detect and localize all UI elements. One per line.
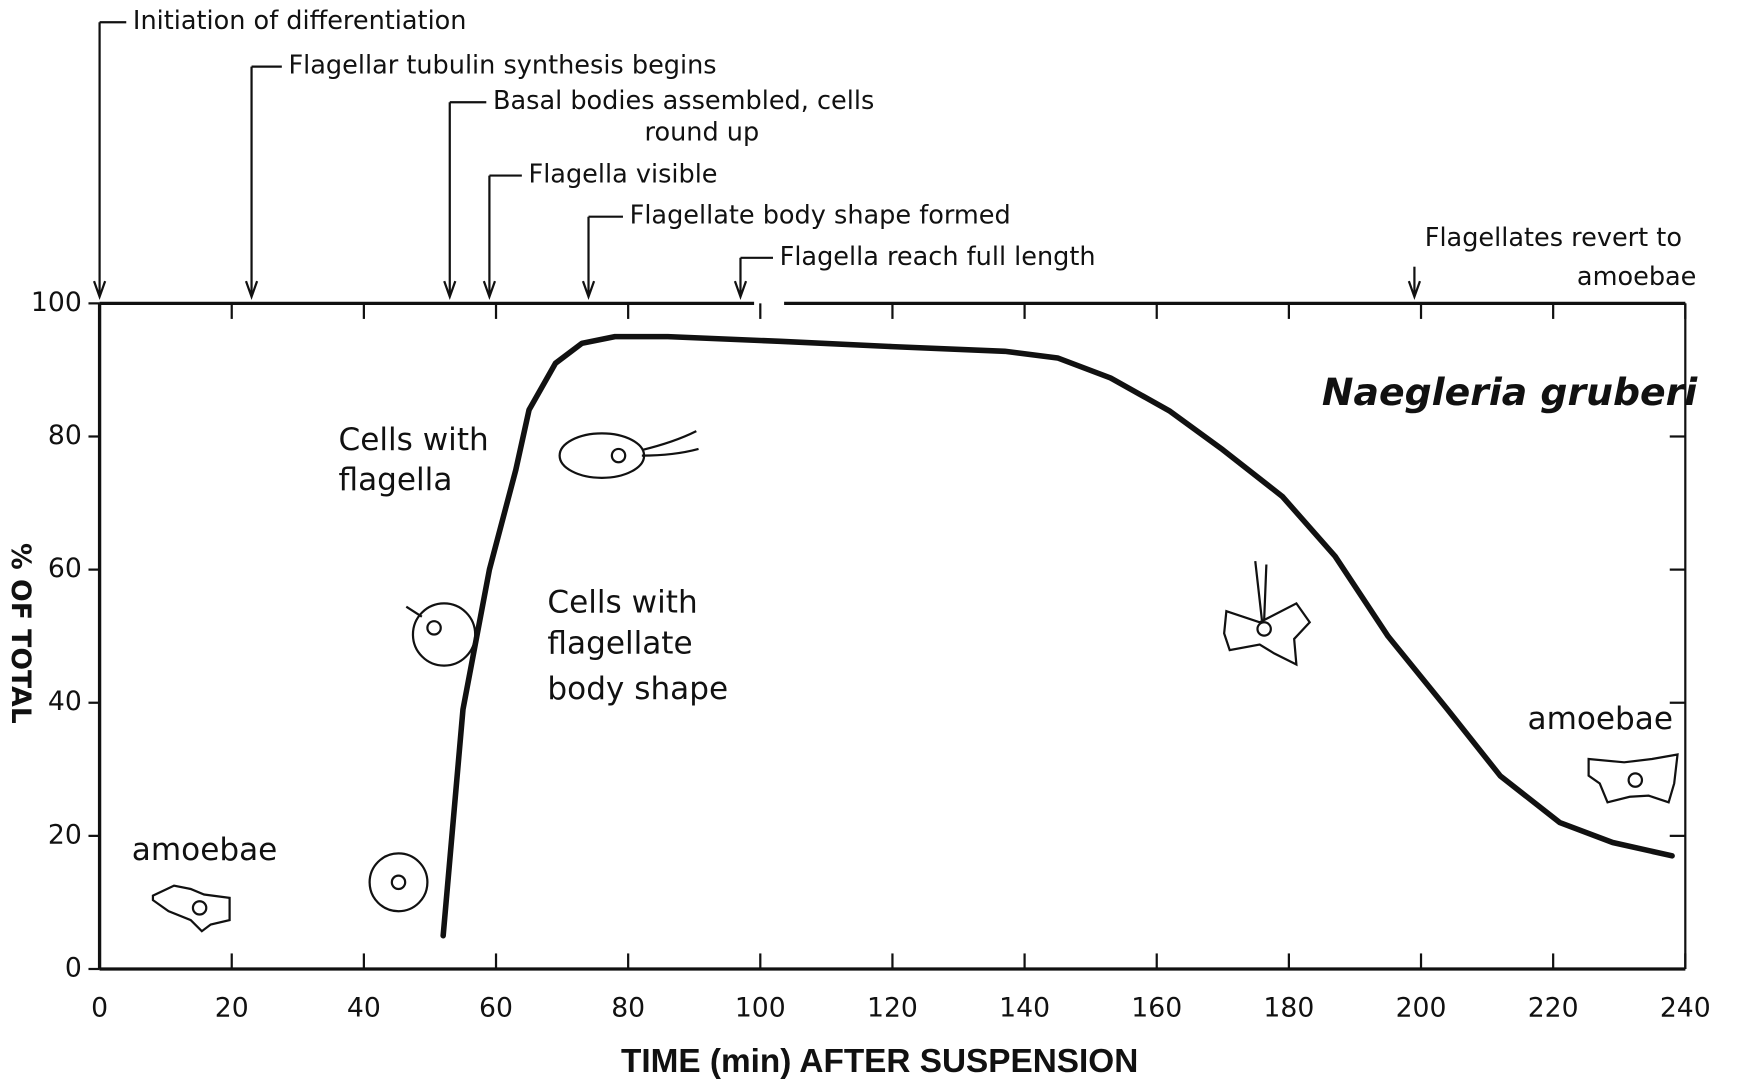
nucleus (392, 876, 405, 889)
region-label: flagellate (547, 626, 692, 662)
x-tick-label: 100 (735, 992, 786, 1023)
flagellum (642, 431, 699, 455)
x-tick-label: 0 (91, 992, 108, 1023)
x-tick-label: 180 (1263, 992, 1314, 1023)
page: {"chart_data": { "type": "line", "xlabel… (0, 0, 1746, 1089)
flagellum (1255, 561, 1266, 620)
x-tick-label: 200 (1396, 992, 1447, 1023)
y-axis-label: % OF TOTAL (5, 543, 36, 724)
x-tick-label: 60 (479, 992, 513, 1023)
annotation-text: Basal bodies assembled, cells (493, 86, 874, 116)
y-tick-label: 0 (65, 952, 82, 983)
annotation-text: Flagella visible (529, 160, 718, 190)
region-label: Cells with (339, 422, 489, 458)
y-tick-label: 60 (48, 553, 82, 584)
x-tick-label: 140 (999, 992, 1050, 1023)
region-label: Cells with (547, 584, 697, 620)
nucleus (427, 621, 440, 634)
cell-sketches (153, 431, 1678, 931)
species-label: Naegleria gruberi (1322, 370, 1698, 414)
x-tick-label: 240 (1660, 992, 1711, 1023)
flagellum (406, 607, 422, 617)
region-label: body shape (547, 671, 728, 707)
flagellated-round-cell-sketch (413, 603, 475, 665)
flagellate-sketch (560, 433, 644, 477)
y-tick-label: 20 (48, 819, 82, 850)
nucleus (612, 449, 625, 462)
annotation-text: Initiation of differentiation (133, 6, 467, 36)
region-label: amoebae (132, 832, 278, 868)
region-label: flagella (339, 462, 453, 498)
nucleus (1629, 773, 1642, 786)
x-tick-label: 80 (611, 992, 645, 1023)
amoeba-sketch (153, 886, 230, 932)
nucleus (1257, 622, 1270, 635)
annotation-text: Flagellate body shape formed (630, 201, 1011, 231)
annotation-text: round up (645, 117, 760, 147)
x-tick-label: 160 (1131, 992, 1182, 1023)
x-tick-label: 120 (867, 992, 918, 1023)
y-tick-label: 80 (48, 420, 82, 451)
x-tick-label: 220 (1528, 992, 1579, 1023)
annotation-text: amoebae (1577, 262, 1696, 292)
annotation-text: Flagellar tubulin synthesis begins (288, 51, 716, 81)
annotation-text: Flagella reach full length (780, 242, 1096, 272)
y-tick-label: 100 (31, 287, 82, 318)
x-tick-label: 20 (215, 992, 249, 1023)
y-tick-label: 40 (48, 686, 82, 717)
region-label: amoebae (1528, 701, 1674, 737)
round-cell-sketch (370, 853, 428, 911)
chart: Naegleria gruberi TIME (min) AFTER SUSPE… (0, 0, 1746, 1089)
amoeba-sketch (1589, 755, 1678, 803)
x-axis-label: TIME (min) AFTER SUSPENSION (621, 1043, 1138, 1080)
annotation-text: Flagellates revert to (1425, 223, 1682, 253)
nucleus (193, 901, 206, 914)
x-tick-label: 40 (347, 992, 381, 1023)
